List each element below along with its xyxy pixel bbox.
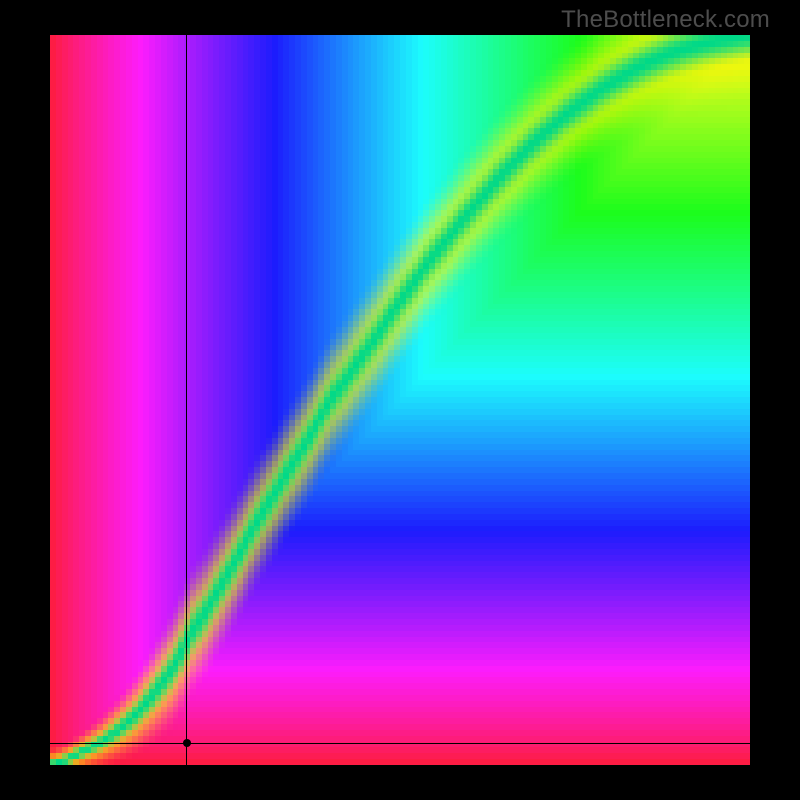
watermark-text: TheBottleneck.com bbox=[561, 6, 770, 34]
heatmap-canvas bbox=[50, 35, 750, 765]
heatmap-plot bbox=[50, 35, 750, 765]
crosshair-horizontal bbox=[50, 743, 750, 744]
crosshair-vertical bbox=[186, 35, 187, 765]
marker-dot bbox=[183, 739, 191, 747]
chart-page: { "watermark": { "text": "TheBottleneck.… bbox=[0, 0, 800, 800]
